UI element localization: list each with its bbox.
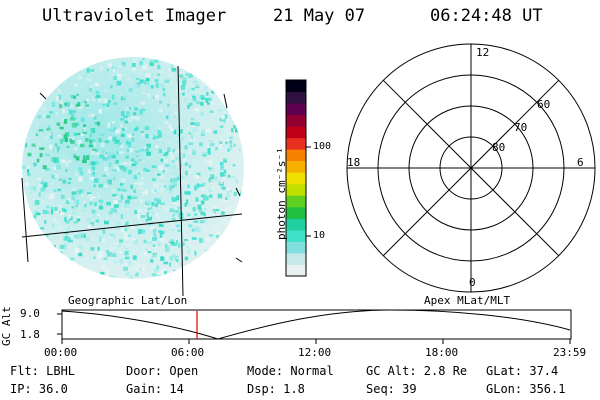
- status-seq: Seq: 39: [366, 382, 417, 396]
- lat-lon-overlay: [21, 65, 243, 297]
- status-glon: GLon: 356.1: [486, 382, 566, 396]
- header-date: 21 May 07: [273, 6, 366, 26]
- colorbar-tick-100: 100: [313, 141, 332, 152]
- timeline-xtick-1800: 18:00: [425, 346, 459, 359]
- timeline-xtick-0600: 06:00: [171, 346, 205, 359]
- polar-lat-60: 60: [537, 98, 551, 111]
- colorbar-cell: [286, 252, 306, 265]
- timeline-xtick-0000: 00:00: [44, 346, 78, 359]
- timeline-ytick-1.8: 1.8: [20, 328, 40, 341]
- polar-lat-80: 80: [492, 141, 506, 154]
- polar-label-6: 6: [577, 156, 584, 169]
- timeline-left-caption: Geographic Lat/Lon: [68, 294, 188, 307]
- colorbar-tick-10: 10: [313, 230, 326, 241]
- colorbar-cell: [286, 149, 306, 162]
- polar-lat-70: 70: [514, 121, 528, 134]
- colorbar-cell: [286, 103, 306, 116]
- polar-label-12: 12: [476, 46, 490, 59]
- colorbar-cell: [286, 172, 306, 185]
- status-flt: Flt: LBHL: [10, 364, 76, 378]
- colorbar-cell: [286, 91, 306, 104]
- earth-disk: [22, 57, 244, 279]
- colorbar-cell: [286, 80, 306, 93]
- app-title: Ultraviolet Imager: [42, 6, 227, 26]
- polar-label-18: 18: [347, 156, 361, 169]
- timeline-xtick-2359: 23:59: [553, 346, 587, 359]
- timeline-xtick-1200: 12:00: [298, 346, 332, 359]
- status-dsp: Dsp: 1.8: [247, 382, 305, 396]
- status-glat: GLat: 37.4: [486, 364, 559, 378]
- colorbar-cell: [286, 264, 306, 277]
- status-gc-alt: GC Alt: 2.8 Re: [366, 364, 468, 378]
- colorbar-cell: [286, 137, 306, 150]
- timeline-ytick-9: 9.0: [20, 307, 40, 320]
- colorbar-cell: [286, 229, 306, 242]
- status-mode: Mode: Normal: [247, 364, 334, 378]
- orbit-altitude-curve: [61, 309, 571, 340]
- polar-label-0: 0: [469, 276, 476, 289]
- colorbar-cell: [286, 160, 306, 173]
- status-gain: Gain: 14: [126, 382, 184, 396]
- colorbar-cell: [286, 206, 306, 219]
- colorbar-cell: [286, 195, 306, 208]
- status-ip: IP: 36.0: [10, 382, 68, 396]
- timeline-right-caption: Apex MLat/MLT: [424, 294, 511, 307]
- colorbar-cell: [286, 241, 306, 254]
- colorbar-cell: [286, 114, 306, 127]
- colorbar-cell: [286, 218, 306, 231]
- header-time: 06:24:48 UT: [430, 6, 543, 26]
- colorbar-cell: [286, 126, 306, 139]
- status-door: Door: Open: [126, 364, 199, 378]
- colorbar-cell: [286, 183, 306, 196]
